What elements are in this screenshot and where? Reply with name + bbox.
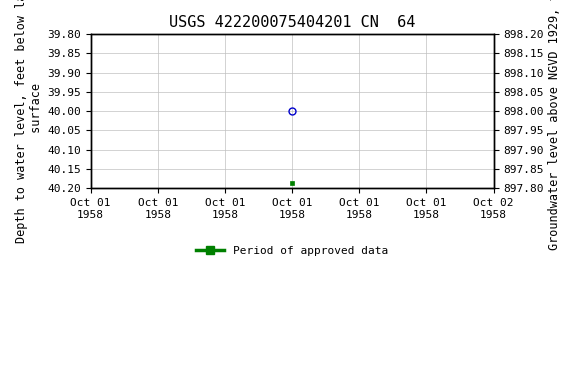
- Title: USGS 422200075404201 CN  64: USGS 422200075404201 CN 64: [169, 15, 415, 30]
- Y-axis label: Groundwater level above NGVD 1929, feet: Groundwater level above NGVD 1929, feet: [548, 0, 561, 250]
- Legend: Period of approved data: Period of approved data: [192, 241, 392, 260]
- Y-axis label: Depth to water level, feet below land
 surface: Depth to water level, feet below land su…: [15, 0, 43, 243]
